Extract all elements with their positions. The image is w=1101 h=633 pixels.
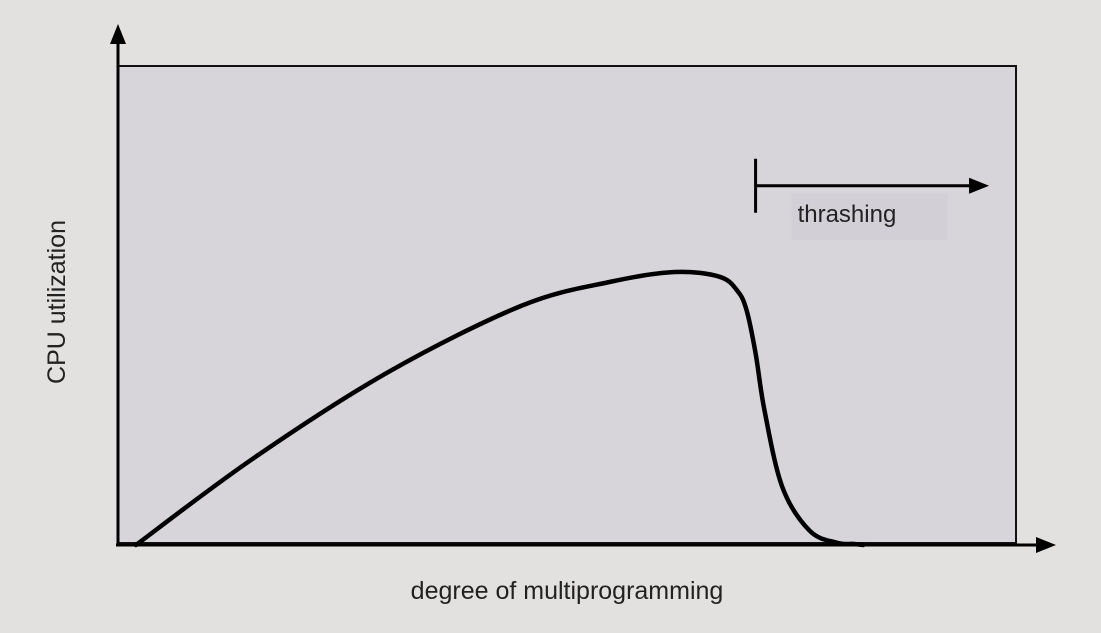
x-axis-arrowhead xyxy=(1036,537,1056,553)
y-axis-label: CPU utilization xyxy=(43,220,71,384)
plot-area xyxy=(117,65,1017,544)
annotation-arrowhead xyxy=(969,177,990,194)
series-line xyxy=(133,269,866,548)
x-axis-label: degree of multiprogramming xyxy=(411,577,724,605)
thrashing-annotation: thrashing xyxy=(754,158,990,240)
axes xyxy=(110,24,1056,553)
annotation-label-box xyxy=(791,193,948,240)
y-axis-arrowhead xyxy=(110,24,126,44)
annotation-label: thrashing xyxy=(798,201,897,228)
